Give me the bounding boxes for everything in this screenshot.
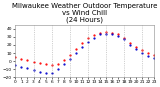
Title: Milwaukee Weather Outdoor Temperature
vs Wind Chill
(24 Hours): Milwaukee Weather Outdoor Temperature vs… xyxy=(12,3,158,23)
